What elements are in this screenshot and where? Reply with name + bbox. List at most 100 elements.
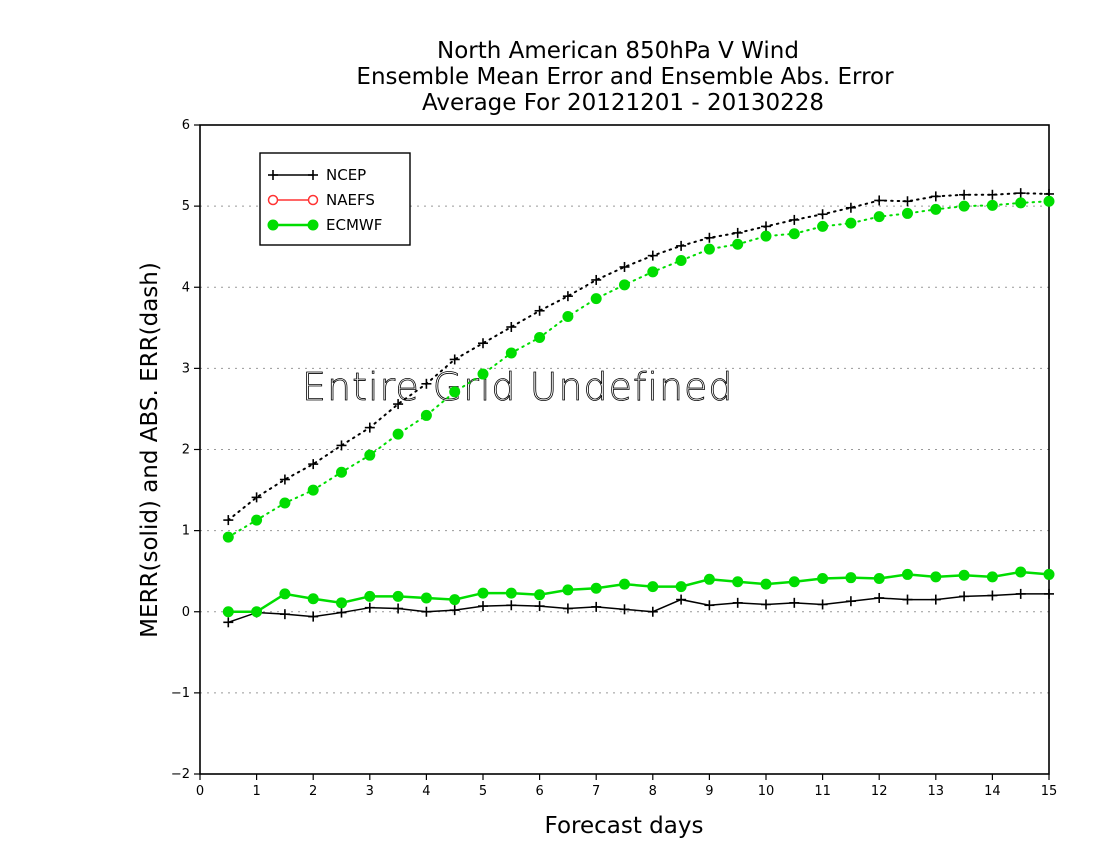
y-axis-title: MERR(solid) and ABS. ERR(dash) (137, 262, 163, 638)
ecmwf-merr-point (562, 584, 574, 596)
ncep-merr-point (619, 604, 630, 615)
x-tick-label: 6 (535, 784, 543, 799)
x-tick-label: 4 (422, 784, 430, 799)
ncep-merr-point (449, 605, 460, 616)
x-tick-label: 13 (928, 784, 945, 799)
y-axis-ticks: −2 −1 0 1 2 3 4 5 6 (171, 118, 200, 782)
ecmwf-abs-err-point (307, 484, 319, 496)
ecmwf-abs-err-point (930, 203, 942, 215)
ncep-abs-err-point (478, 338, 488, 349)
legend-label-ncep: NCEP (326, 166, 366, 184)
ncep-abs-err-point (761, 221, 771, 232)
x-tick-label: 7 (592, 784, 600, 799)
legend: NCEP NAEFS ECMWF (259, 152, 411, 246)
ecmwf-abs-err-point (279, 497, 291, 509)
ncep-abs-err-point (421, 378, 432, 389)
ecmwf-merr-point (449, 594, 461, 606)
ncep-merr-point (506, 600, 517, 611)
ecmwf-merr-point (986, 571, 998, 583)
ncep-abs-err-point (279, 474, 290, 485)
ncep-abs-err-point (789, 214, 800, 225)
legend-label-ecmwf: ECMWF (326, 216, 382, 234)
ecmwf-abs-err-point (817, 220, 829, 232)
ecmwf-merr-point (675, 581, 687, 593)
ecmwf-abs-err-point (1015, 197, 1027, 209)
ecmwf-merr-point (788, 576, 800, 588)
ncep-merr-point (1015, 588, 1026, 599)
ecmwf-abs-err-point (788, 228, 800, 240)
ncep-merr-point (676, 594, 687, 605)
ncep-merr-point (279, 609, 290, 620)
ncep-abs-err-point (591, 274, 602, 285)
ncep-merr-point (732, 597, 743, 608)
ecmwf-merr-point (505, 587, 517, 599)
ncep-merr-point (336, 607, 347, 618)
ncep-abs-err-line (227, 192, 1050, 522)
ncep-merr-point (930, 594, 941, 605)
ecmwf-abs-err-point (534, 332, 546, 344)
title-line-1: North American 850hPa V Wind (437, 38, 799, 64)
ecmwf-merr-point (420, 592, 432, 604)
ncep-abs-err-point (449, 354, 460, 365)
ncep-abs-err-point (619, 261, 630, 272)
ncep-merr-point (817, 599, 828, 610)
ncep-abs-err-point (647, 250, 658, 261)
ecmwf-abs-err-line (227, 200, 1050, 539)
ecmwf-abs-err-point (958, 200, 970, 212)
y-tick-label: −2 (171, 767, 190, 782)
gridlines (200, 205, 1049, 694)
ncep-abs-err-point (506, 322, 517, 333)
ecmwf-merr-point (619, 578, 630, 590)
ecmwf-merr-point (902, 568, 913, 580)
ncep-merr-point (959, 591, 970, 602)
y-tick-label: 6 (182, 118, 190, 133)
x-tick-label: 10 (758, 784, 775, 799)
ecmwf-abs-err-point (1043, 195, 1055, 207)
title-line-2: Ensemble Mean Error and Ensemble Abs. Er… (356, 64, 894, 90)
ncep-abs-err-point (959, 189, 970, 200)
ecmwf-abs-err-point (986, 199, 998, 211)
y-tick-label: 2 (182, 443, 190, 458)
ecmwf-merr-point (1015, 566, 1027, 578)
ncep-abs-err-point (562, 291, 573, 302)
y-tick-label: 3 (182, 361, 190, 376)
ecmwf-abs-err-point (902, 207, 913, 219)
ecmwf-merr-point (732, 576, 744, 588)
legend-box (259, 152, 411, 246)
ecmwf-merr-point (703, 573, 715, 585)
ncep-merr-point (987, 590, 998, 601)
legend-marker-ncep (268, 170, 278, 180)
annotation-text: Entire Grid Undefined (302, 365, 734, 409)
x-tick-label: 9 (705, 784, 713, 799)
ncep-abs-err-point (308, 459, 319, 470)
ecmwf-merr-line (228, 570, 1050, 613)
ncep-abs-err-point (987, 189, 998, 200)
ecmwf-abs-err-point (449, 386, 461, 398)
ecmwf-abs-err-point (251, 514, 263, 526)
ncep-merr-point (364, 602, 375, 613)
ncep-merr-point (845, 596, 856, 607)
ncep-abs-err-point (251, 492, 262, 503)
x-tick-label: 14 (984, 784, 1001, 799)
ncep-abs-err-point (732, 227, 743, 238)
ncep-merr-point (308, 611, 319, 622)
ecmwf-abs-err-point (845, 217, 857, 229)
ncep-abs-err-point (534, 305, 545, 316)
ecmwf-merr-point (251, 606, 263, 618)
ecmwf-merr-point (647, 581, 659, 593)
y-tick-label: 4 (182, 280, 190, 295)
x-tick-label: 0 (196, 784, 204, 799)
ecmwf-abs-err-point (703, 243, 715, 255)
ecmwf-abs-err-point (873, 211, 885, 223)
ecmwf-abs-err-point (336, 466, 347, 478)
legend-marker-naefs (307, 194, 319, 206)
ncep-abs-err-point (902, 196, 913, 207)
ecmwf-merr-point (930, 571, 942, 583)
ecmwf-merr-point (307, 593, 319, 605)
series-ecmwf (222, 195, 1055, 618)
ecmwf-abs-err-point (420, 409, 432, 421)
ecmwf-merr-point (958, 569, 970, 581)
ncep-abs-err-point (874, 195, 885, 206)
ncep-merr-point (789, 597, 800, 608)
ncep-abs-err-point (704, 232, 715, 243)
